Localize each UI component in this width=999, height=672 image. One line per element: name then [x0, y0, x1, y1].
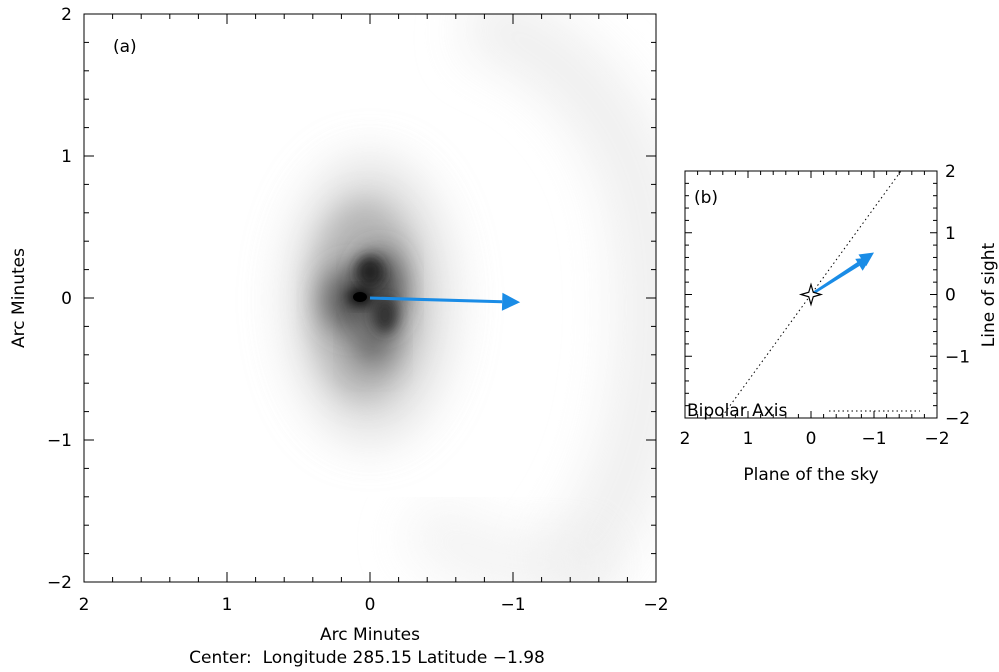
x-tick-label: 0	[806, 429, 817, 449]
panel-label-a: (a)	[113, 37, 137, 57]
y-tick-label: −2	[47, 573, 72, 593]
x-tick-label: −2	[643, 595, 668, 615]
panel-label-b: (b)	[694, 188, 718, 208]
y-axis-title-b: Line of sight	[979, 242, 999, 347]
bipolar-axis-line	[720, 171, 902, 418]
series-b	[720, 171, 902, 418]
x-tick-label: 0	[365, 595, 376, 615]
arrow-head	[855, 257, 871, 271]
x-axis-title-b: Plane of the sky	[743, 465, 878, 485]
center-caption: Center: Longitude 285.15 Latitude −1.98	[189, 648, 545, 668]
y-tick-label: −2	[945, 409, 970, 429]
x-tick-label: −1	[500, 595, 525, 615]
y-tick-label: 0	[61, 289, 72, 309]
arrow-head	[501, 292, 521, 311]
y-tick-label: 1	[945, 224, 956, 244]
star-marker	[798, 282, 824, 307]
y-tick-label: 2	[61, 5, 72, 25]
y-tick-label: −1	[945, 347, 970, 367]
ticks-b: 2 1 0 −1 −2−2 −1 0 1 2	[680, 162, 970, 449]
x-tick-label: 1	[222, 595, 233, 615]
y-axis-title-a: Arc Minutes	[9, 248, 29, 348]
nebula-image	[290, 14, 656, 582]
x-axis-title-a: Arc Minutes	[320, 625, 420, 645]
ticks-a: 2 1 0 −1 −2 −2 −1 0 1 2	[47, 5, 669, 615]
panel-a: 2 1 0 −1 −2 −2 −1 0 1 2 (a) Arc Minutes Arc Minut…	[9, 5, 669, 668]
arrows-b	[798, 252, 874, 307]
x-tick-label: −2	[924, 429, 949, 449]
x-tick-label: −1	[861, 429, 886, 449]
y-tick-label: −1	[47, 431, 72, 451]
x-tick-label: 2	[680, 429, 691, 449]
y-tick-label: 1	[61, 147, 72, 167]
x-tick-label: 2	[79, 595, 90, 615]
panel-b: 2 1 0 −1 −2−2 −1 0 1 2 (b) Bipolar Axis Plane of…	[680, 162, 999, 485]
x-tick-label: 1	[743, 429, 754, 449]
y-tick-label: 2	[945, 162, 956, 182]
arrow-shaft	[369, 296, 503, 304]
legend-label: Bipolar Axis	[687, 401, 788, 421]
arrows-a	[369, 292, 521, 311]
y-tick-label: 0	[945, 286, 956, 306]
arrow-shaft	[810, 263, 860, 296]
